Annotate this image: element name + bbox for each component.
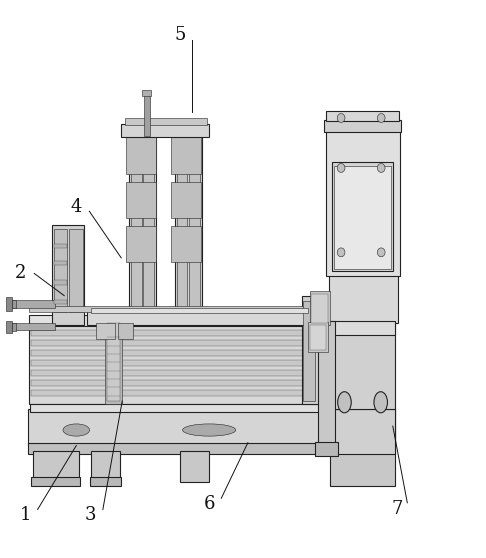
Bar — [12, 323, 16, 331]
Ellipse shape — [374, 392, 387, 413]
Bar — [330, 410, 395, 454]
Bar — [107, 324, 120, 401]
Bar — [54, 300, 67, 304]
Bar — [90, 477, 121, 485]
Bar — [121, 123, 209, 137]
Bar — [91, 308, 308, 314]
Circle shape — [337, 113, 345, 122]
Bar — [69, 229, 83, 312]
Bar — [28, 410, 395, 446]
Bar — [303, 301, 315, 401]
Bar — [54, 244, 67, 248]
Bar — [330, 324, 395, 410]
Bar — [32, 370, 327, 376]
Bar — [190, 137, 200, 315]
Bar — [32, 390, 327, 396]
Bar — [32, 360, 327, 365]
Bar — [32, 350, 327, 355]
Circle shape — [337, 248, 345, 257]
Bar — [172, 137, 201, 174]
Text: 3: 3 — [85, 506, 97, 524]
Bar — [331, 321, 395, 335]
Bar — [126, 137, 156, 174]
Bar — [54, 261, 67, 265]
Bar — [31, 404, 393, 412]
Bar — [334, 166, 391, 269]
Bar — [172, 226, 201, 262]
Bar — [311, 294, 328, 323]
Text: 4: 4 — [70, 198, 82, 216]
Bar — [318, 321, 335, 454]
Bar — [330, 408, 395, 485]
Bar — [143, 137, 154, 315]
Bar — [87, 311, 310, 325]
Bar — [105, 321, 122, 404]
Bar — [314, 442, 338, 455]
Bar — [310, 291, 330, 325]
Circle shape — [337, 163, 345, 172]
Bar — [177, 137, 188, 315]
Bar — [126, 226, 156, 262]
Bar — [129, 130, 156, 325]
Bar — [12, 300, 16, 309]
Bar — [54, 280, 67, 285]
Bar — [126, 182, 156, 218]
Bar — [302, 296, 330, 404]
Bar — [332, 162, 393, 271]
Bar — [326, 111, 399, 121]
Ellipse shape — [338, 392, 351, 413]
Bar — [30, 324, 329, 404]
Bar — [310, 325, 326, 350]
Circle shape — [377, 163, 385, 172]
Text: 1: 1 — [20, 506, 31, 524]
Bar — [324, 119, 400, 132]
Bar — [30, 306, 329, 312]
Circle shape — [377, 113, 385, 122]
Bar — [53, 229, 67, 312]
Text: 7: 7 — [392, 501, 403, 518]
Bar — [308, 322, 328, 352]
Bar — [142, 90, 151, 96]
Text: 6: 6 — [204, 495, 215, 513]
Text: 2: 2 — [15, 264, 26, 282]
Circle shape — [377, 248, 385, 257]
Bar — [28, 443, 395, 454]
Bar — [9, 324, 54, 330]
Bar — [131, 137, 141, 315]
Bar — [33, 451, 79, 482]
Text: 5: 5 — [174, 26, 186, 44]
Bar — [32, 330, 327, 335]
Bar — [32, 380, 327, 386]
Bar — [124, 118, 207, 124]
Bar — [30, 315, 329, 326]
Bar — [175, 130, 202, 325]
Bar — [91, 451, 120, 482]
Ellipse shape — [63, 424, 89, 436]
Bar — [329, 273, 398, 324]
Bar — [180, 451, 209, 482]
Bar — [6, 297, 12, 311]
Bar — [32, 340, 327, 345]
Bar — [6, 321, 12, 333]
Bar — [9, 300, 54, 308]
Bar — [32, 477, 80, 485]
Bar — [326, 129, 399, 276]
Bar — [118, 324, 133, 339]
Bar — [96, 324, 115, 339]
Ellipse shape — [183, 424, 236, 436]
Bar — [172, 182, 201, 218]
Bar — [52, 224, 84, 325]
Bar — [144, 94, 150, 136]
